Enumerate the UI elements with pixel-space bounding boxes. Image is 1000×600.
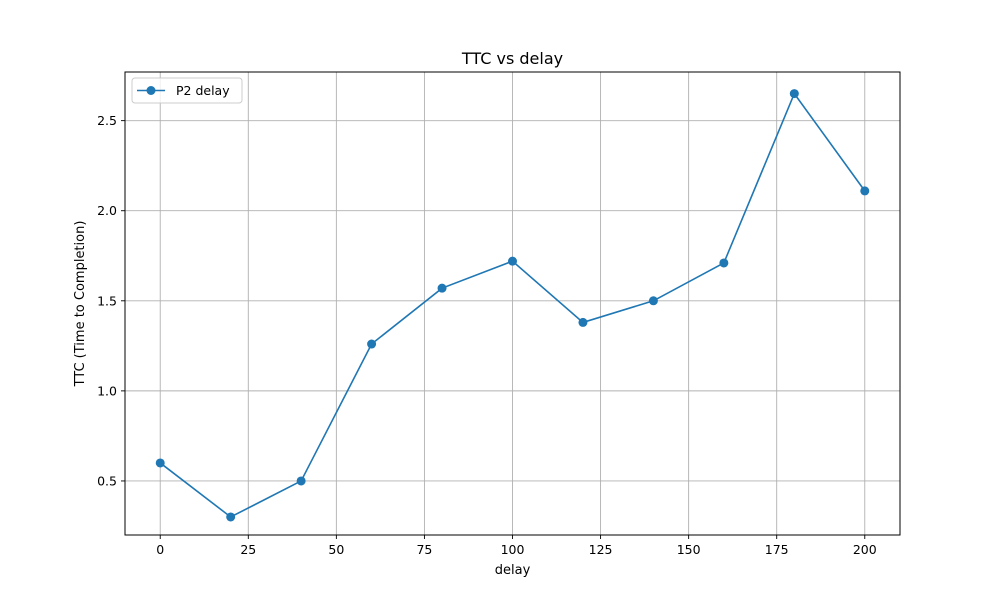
series-layer [155, 89, 870, 522]
data-point [155, 458, 165, 468]
x-tick-label: 200 [853, 542, 877, 557]
y-tick-label: 0.5 [97, 473, 117, 488]
y-tick-label: 2.5 [97, 113, 117, 128]
y-tick-label: 1.0 [97, 383, 117, 398]
data-point [226, 512, 236, 522]
data-point [508, 256, 517, 266]
data-point [437, 283, 447, 293]
x-tick-label: 0 [156, 542, 164, 557]
x-tick-label: 175 [765, 542, 789, 557]
grid [125, 72, 900, 535]
data-point [860, 186, 870, 196]
x-axis-title: delay [495, 563, 531, 578]
x-tick-label: 125 [589, 542, 613, 557]
data-point [648, 296, 658, 306]
y-tick-label: 2.0 [97, 203, 117, 218]
legend-marker [146, 86, 156, 95]
data-point [719, 258, 729, 268]
x-tick-label: 150 [677, 542, 701, 557]
x-tick-label: 50 [328, 542, 344, 557]
legend: P2 delay [131, 77, 243, 104]
data-point [578, 317, 588, 327]
x-tick-label: 75 [416, 542, 432, 557]
y-axis-title: TTC (Time to Completion) [73, 221, 88, 388]
x-tick-label: 25 [240, 542, 256, 557]
y-tick-label: 1.5 [97, 293, 117, 308]
data-point [296, 476, 306, 486]
data-point [789, 89, 799, 99]
x-tick-label: 100 [501, 542, 525, 557]
chart-title: TTC vs delay [461, 49, 563, 68]
legend-label: P2 delay [176, 83, 230, 98]
legend-frame [131, 77, 243, 104]
axis-ticks: 0 25 50 75 100 125 150 175 200 0.5 1.0 1.5 2.0 2.5 [97, 113, 877, 557]
data-point [367, 339, 377, 349]
